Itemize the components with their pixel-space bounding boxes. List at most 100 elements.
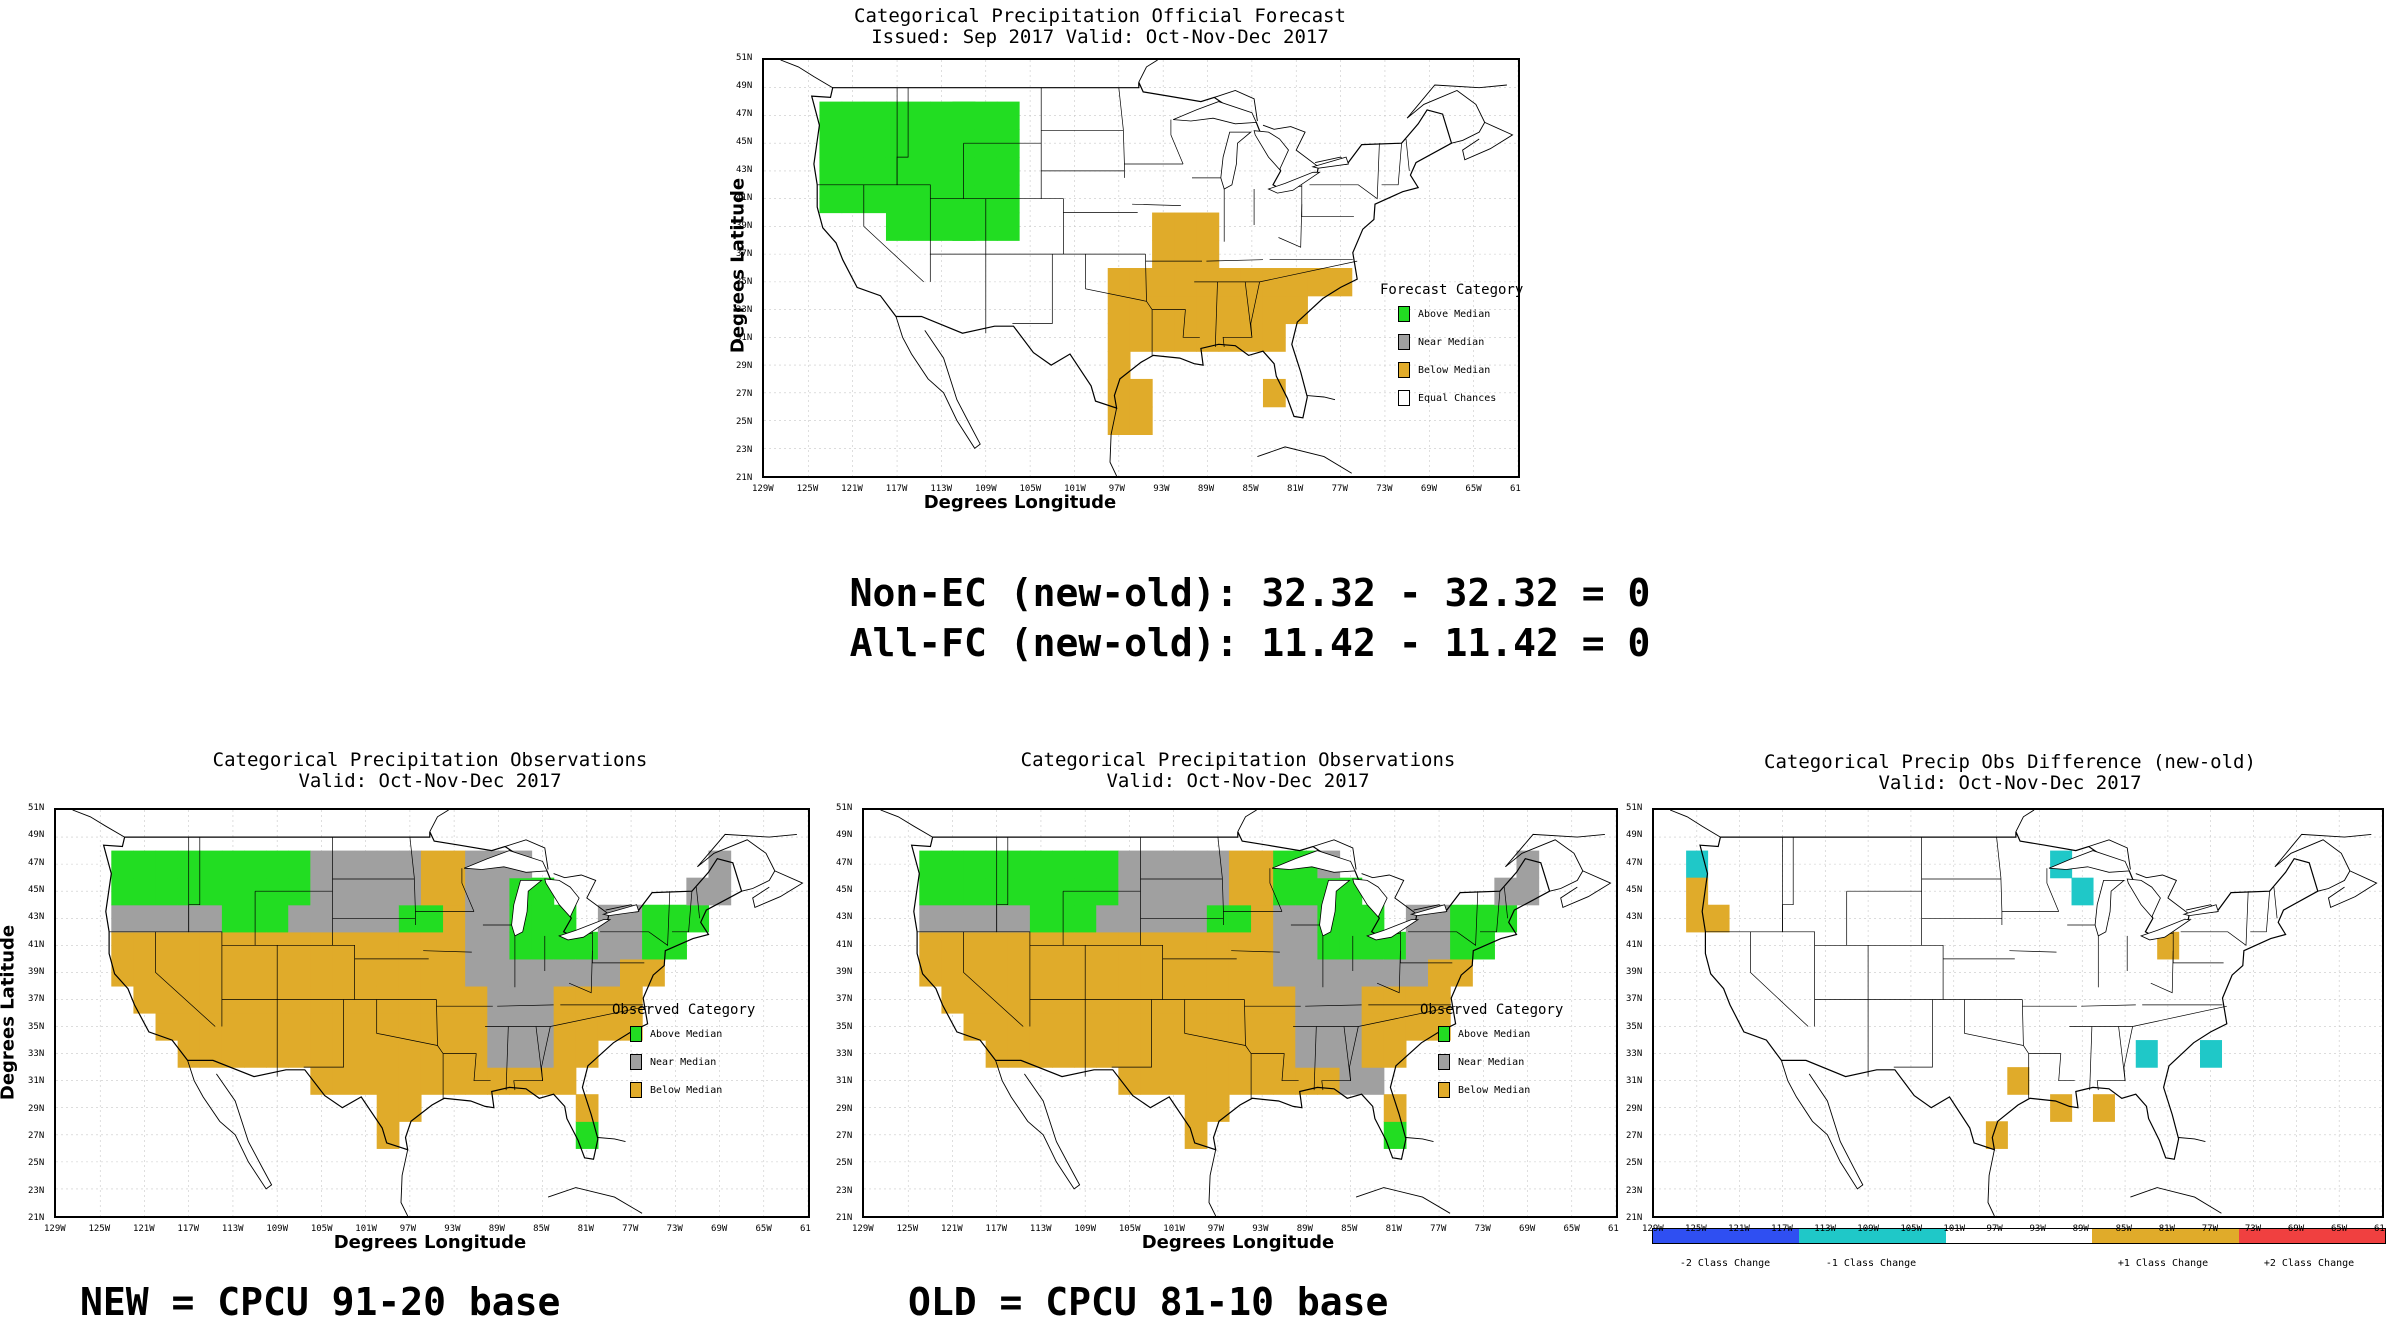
state-line (2172, 931, 2224, 964)
category-cell (177, 985, 201, 1014)
category-cell (199, 1013, 223, 1041)
obs-old-map (862, 808, 1618, 1218)
map-outlines (1669, 810, 2378, 1216)
category-cell (244, 1013, 267, 1041)
category-cell (531, 931, 555, 960)
state-line (1118, 87, 1125, 178)
category-cell (597, 1013, 621, 1041)
category-cell (1162, 1040, 1186, 1068)
great-lake (558, 919, 612, 941)
category-cell (1118, 958, 1142, 987)
category-cell (1206, 877, 1230, 906)
lat-tick-label: 49N (836, 830, 853, 841)
map-outlines (880, 810, 1612, 1216)
lon-tick-label: 125W (896, 1224, 919, 1234)
coastline (1257, 446, 1352, 474)
state-line (1244, 999, 1252, 1099)
category-cell (531, 904, 555, 933)
lon-tick-label: 117W (985, 1224, 1008, 1234)
category-cell (1251, 904, 1274, 933)
state-line (1222, 281, 1253, 348)
category-cell (310, 1013, 334, 1041)
coastline (187, 1060, 273, 1190)
category-cell (111, 904, 135, 933)
conus-outline (910, 831, 1551, 1160)
category-cell (963, 1013, 987, 1041)
legend-title: Observed Category (612, 1002, 756, 1018)
lat-tick-label: 37N (28, 994, 45, 1005)
category-cell (1295, 985, 1319, 1014)
coastline (2088, 839, 2131, 870)
coastline (1262, 124, 1319, 168)
category-cell (1074, 850, 1097, 879)
coastline (504, 839, 549, 870)
coastline (880, 810, 933, 838)
category-cell (443, 931, 466, 960)
stats-line-all-fc: All-FC (new-old): 11.42 - 11.42 = 0 (849, 621, 1651, 665)
category-cell (1262, 268, 1286, 297)
legend-label: Near Median (650, 1056, 717, 1068)
state-line (2096, 1026, 2126, 1091)
category-cell (354, 850, 378, 879)
category-cell (1329, 268, 1353, 297)
lat-tick-label: 51N (1626, 803, 1643, 813)
category-cell (1361, 1040, 1385, 1068)
category-cell (1007, 1040, 1031, 1068)
category-cell (133, 877, 157, 906)
category-cell (1096, 850, 1119, 879)
lon-tick-label: 85W (533, 1224, 550, 1234)
state-line (109, 837, 201, 933)
category-cell (420, 931, 444, 960)
lon-tick-label: 85W (2115, 1224, 2132, 1234)
state-line (2028, 1053, 2075, 1082)
state-line (1301, 184, 1354, 218)
lon-tick-label: 101W (1943, 1224, 1966, 1234)
obs-old-title: Categorical Precipitation Observations V… (1020, 749, 1456, 792)
state-line (1293, 1005, 1456, 1027)
diff-panel: Categorical Precip Obs Difference (new-o… (1620, 740, 2400, 1306)
category-cell (354, 1013, 378, 1041)
lat-tick-label: 23N (28, 1185, 45, 1196)
state-line (672, 891, 693, 933)
state-line (1214, 281, 1218, 348)
lon-tick-label: 77W (2201, 1224, 2219, 1234)
category-cell (1273, 931, 1296, 960)
lat-tick-label: 25N (836, 1158, 853, 1169)
category-cell (1251, 877, 1274, 906)
state-line (1145, 254, 1153, 356)
state-line (2081, 1004, 2136, 1007)
category-cell (1184, 877, 1208, 906)
category-cell (1129, 323, 1153, 352)
coastline (597, 1137, 626, 1143)
category-cell (1339, 1040, 1363, 1068)
state-line (1231, 950, 1280, 953)
category-cell (1129, 268, 1153, 297)
state-line (423, 950, 472, 953)
state-line (436, 999, 444, 1099)
category-cell (487, 931, 511, 960)
state-line (1408, 891, 1479, 946)
category-cell (1206, 958, 1230, 987)
conus-outline (810, 81, 1453, 419)
category-cell (1383, 958, 1407, 987)
lat-tick-label: 37N (736, 249, 753, 259)
category-cell (111, 958, 135, 987)
legend-label: Below Median (650, 1084, 723, 1096)
lat-tick-label: 33N (836, 1049, 853, 1059)
lat-tick-label: 31N (836, 1076, 853, 1087)
category-cell (664, 904, 687, 933)
category-cell (1007, 850, 1031, 879)
category-cell (708, 877, 732, 906)
lat-tick-label: 25N (736, 417, 753, 427)
category-cell (221, 850, 245, 879)
diff-label-plus2: +2 Class Change (2263, 1258, 2355, 1269)
lat-tick-label: 31N (1626, 1076, 1643, 1087)
category-cell (1218, 295, 1242, 325)
state-line (276, 944, 333, 1000)
category-cell (1140, 1067, 1164, 1095)
category-cell (1140, 958, 1164, 987)
category-cell (1162, 1067, 1186, 1095)
state-line (505, 1026, 509, 1091)
coastline (1237, 810, 1257, 832)
category-cell (1174, 268, 1198, 297)
